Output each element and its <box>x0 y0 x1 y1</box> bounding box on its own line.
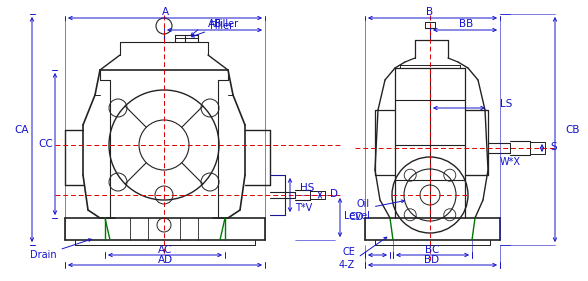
Text: A: A <box>162 7 169 17</box>
Text: BC: BC <box>425 245 439 255</box>
Text: CD: CD <box>348 212 363 222</box>
Text: AC: AC <box>158 245 172 255</box>
Text: S: S <box>550 142 557 152</box>
Text: CE: CE <box>342 247 355 257</box>
Text: Oil
Level: Oil Level <box>344 199 404 221</box>
Text: W*X: W*X <box>500 157 521 167</box>
Text: D: D <box>330 189 338 199</box>
Text: BB: BB <box>459 19 473 29</box>
Text: 4-Z: 4-Z <box>339 237 387 270</box>
Text: BD: BD <box>425 255 440 265</box>
Text: T*V: T*V <box>295 203 312 213</box>
Text: LS: LS <box>500 99 512 109</box>
Text: Filler: Filler <box>215 19 238 29</box>
Text: CA: CA <box>15 125 29 135</box>
Text: B: B <box>426 7 433 17</box>
Text: CC: CC <box>39 139 54 149</box>
Text: AD: AD <box>158 255 172 265</box>
Text: Filler: Filler <box>192 21 233 37</box>
Text: HS: HS <box>300 183 315 193</box>
Text: CB: CB <box>565 125 580 135</box>
Text: AB: AB <box>208 19 222 29</box>
Text: Drain: Drain <box>30 239 91 260</box>
